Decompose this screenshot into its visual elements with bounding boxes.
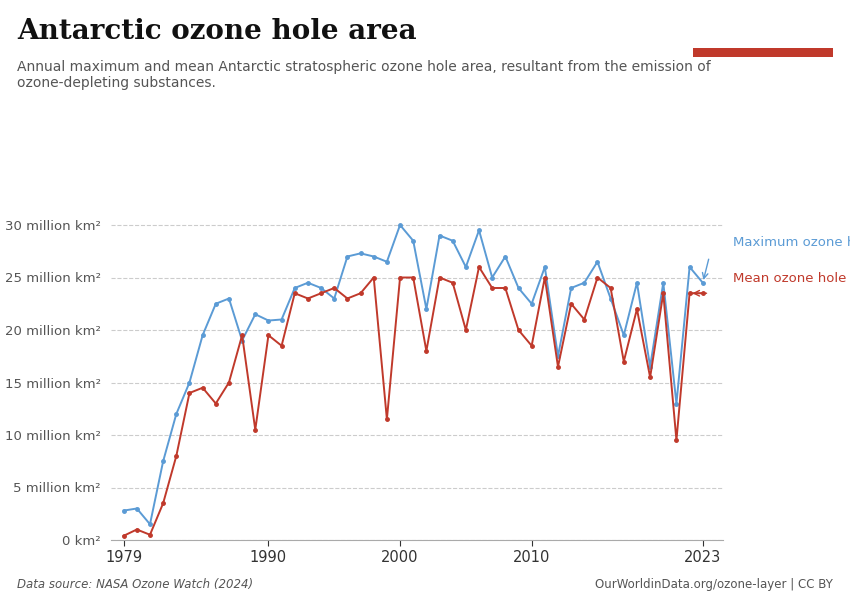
Text: OurWorldinData.org/ozone-layer | CC BY: OurWorldinData.org/ozone-layer | CC BY bbox=[595, 578, 833, 591]
Text: Mean ozone hole area: Mean ozone hole area bbox=[733, 272, 850, 286]
Bar bbox=[693, 48, 833, 57]
Text: Annual maximum and mean Antarctic stratospheric ozone hole area, resultant from : Annual maximum and mean Antarctic strato… bbox=[17, 60, 711, 90]
Text: Data source: NASA Ozone Watch (2024): Data source: NASA Ozone Watch (2024) bbox=[17, 578, 253, 591]
Text: Maximum ozone hole area: Maximum ozone hole area bbox=[733, 236, 850, 250]
Text: Antarctic ozone hole area: Antarctic ozone hole area bbox=[17, 18, 416, 45]
Text: Our World
in Data: Our World in Data bbox=[729, 11, 796, 40]
